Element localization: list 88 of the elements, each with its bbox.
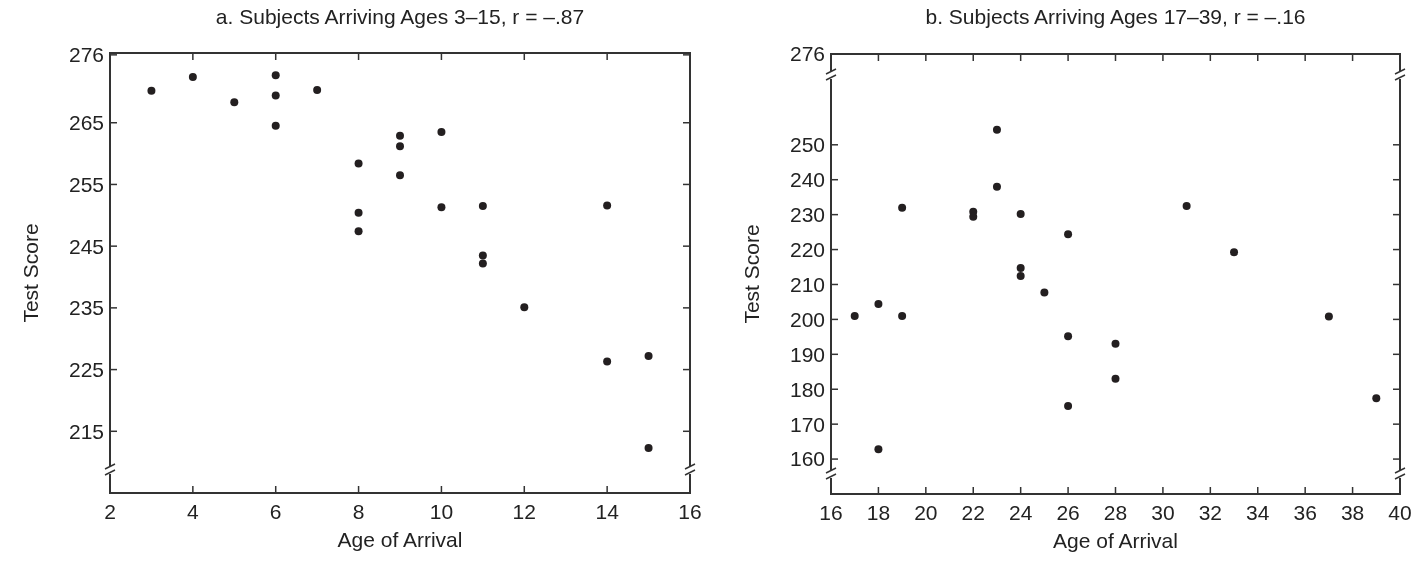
x-tick-label: 40 (1388, 501, 1412, 524)
x-tick-label: 22 (961, 501, 985, 524)
x-tick-label: 32 (1198, 501, 1223, 524)
point (603, 201, 612, 210)
point (992, 125, 1001, 134)
point (354, 227, 363, 236)
point (1064, 230, 1073, 239)
point (1016, 209, 1025, 218)
point (271, 71, 280, 80)
y-tick-label: 160 (789, 447, 825, 471)
x-tick-label: 36 (1293, 501, 1317, 524)
y-tick-label: 265 (68, 111, 104, 135)
point (1324, 312, 1333, 321)
x-tick-label: 20 (914, 501, 938, 524)
point (520, 303, 529, 312)
point (147, 86, 156, 95)
x-tick-label: 16 (678, 500, 702, 523)
chart-title: b. Subjects Arriving Ages 17–39, r = –.16 (925, 5, 1306, 28)
point (898, 203, 907, 212)
y-tick-label: 225 (68, 357, 104, 381)
x-tick-label: 26 (1056, 501, 1080, 524)
point (603, 357, 612, 366)
point (1064, 402, 1073, 410)
point (478, 202, 487, 211)
point (478, 251, 487, 260)
point (644, 352, 653, 360)
point (354, 159, 363, 168)
point (874, 300, 883, 309)
y-tick-label: 190 (789, 342, 825, 366)
x-tick-label: 18 (866, 501, 891, 524)
x-axis-title: Age of Arrival (1053, 529, 1178, 552)
y-tick-label: 200 (789, 307, 825, 331)
point (992, 182, 1001, 191)
point (644, 443, 653, 452)
y-axis-title: Test Score (740, 224, 763, 324)
point (437, 127, 446, 136)
point (354, 208, 363, 217)
point (437, 203, 446, 212)
y-tick-label: 245 (68, 234, 104, 258)
point (271, 91, 280, 100)
point (898, 311, 907, 320)
x-tick-label: 28 (1103, 501, 1128, 524)
point (230, 98, 239, 107)
x-tick-label: 34 (1246, 501, 1270, 524)
y-tick-label: 215 (68, 419, 104, 443)
x-tick-label: 8 (352, 500, 365, 523)
x-tick-label: 12 (512, 500, 536, 523)
x-tick-label: 4 (187, 500, 200, 523)
y-tick-label: 276 (68, 43, 104, 67)
x-tick-label: 30 (1151, 501, 1175, 524)
x-tick-label: 16 (819, 501, 843, 524)
y-tick-label: 180 (789, 377, 825, 401)
y-tick-label: 240 (789, 168, 825, 192)
point (874, 445, 883, 454)
point (478, 259, 487, 268)
point (1111, 374, 1120, 383)
chart-title: a. Subjects Arriving Ages 3–15, r = –.87 (215, 5, 585, 28)
x-axis-title: Age of Arrival (337, 528, 463, 551)
point (850, 311, 859, 320)
y-axis-title: Test Score (19, 223, 42, 323)
y-tick-label: 230 (789, 202, 825, 226)
point (271, 121, 280, 130)
y-tick-label: 255 (68, 172, 104, 196)
point (396, 142, 404, 151)
point (1016, 264, 1025, 273)
y-tick-label: 220 (789, 237, 825, 261)
point (1111, 339, 1120, 348)
x-tick-label: 38 (1340, 501, 1365, 524)
y-tick-label: 210 (789, 272, 825, 296)
y-tick-label: 170 (789, 412, 825, 436)
point (1182, 201, 1191, 210)
point (313, 86, 322, 95)
x-tick-label: 10 (429, 500, 454, 523)
point (1040, 288, 1049, 297)
y-tick-label: 235 (68, 296, 104, 320)
point (1016, 272, 1025, 281)
point (396, 131, 404, 140)
point (1372, 394, 1381, 403)
point (1230, 248, 1239, 257)
x-tick-label: 24 (1008, 501, 1033, 524)
point (1064, 332, 1073, 341)
y-tick-label: 250 (789, 133, 825, 157)
x-tick-label: 2 (104, 500, 116, 523)
x-tick-label: 6 (269, 500, 282, 523)
point (188, 73, 197, 82)
x-tick-label: 14 (595, 500, 620, 523)
point (396, 171, 404, 180)
y-tick-label: 276 (789, 42, 825, 66)
